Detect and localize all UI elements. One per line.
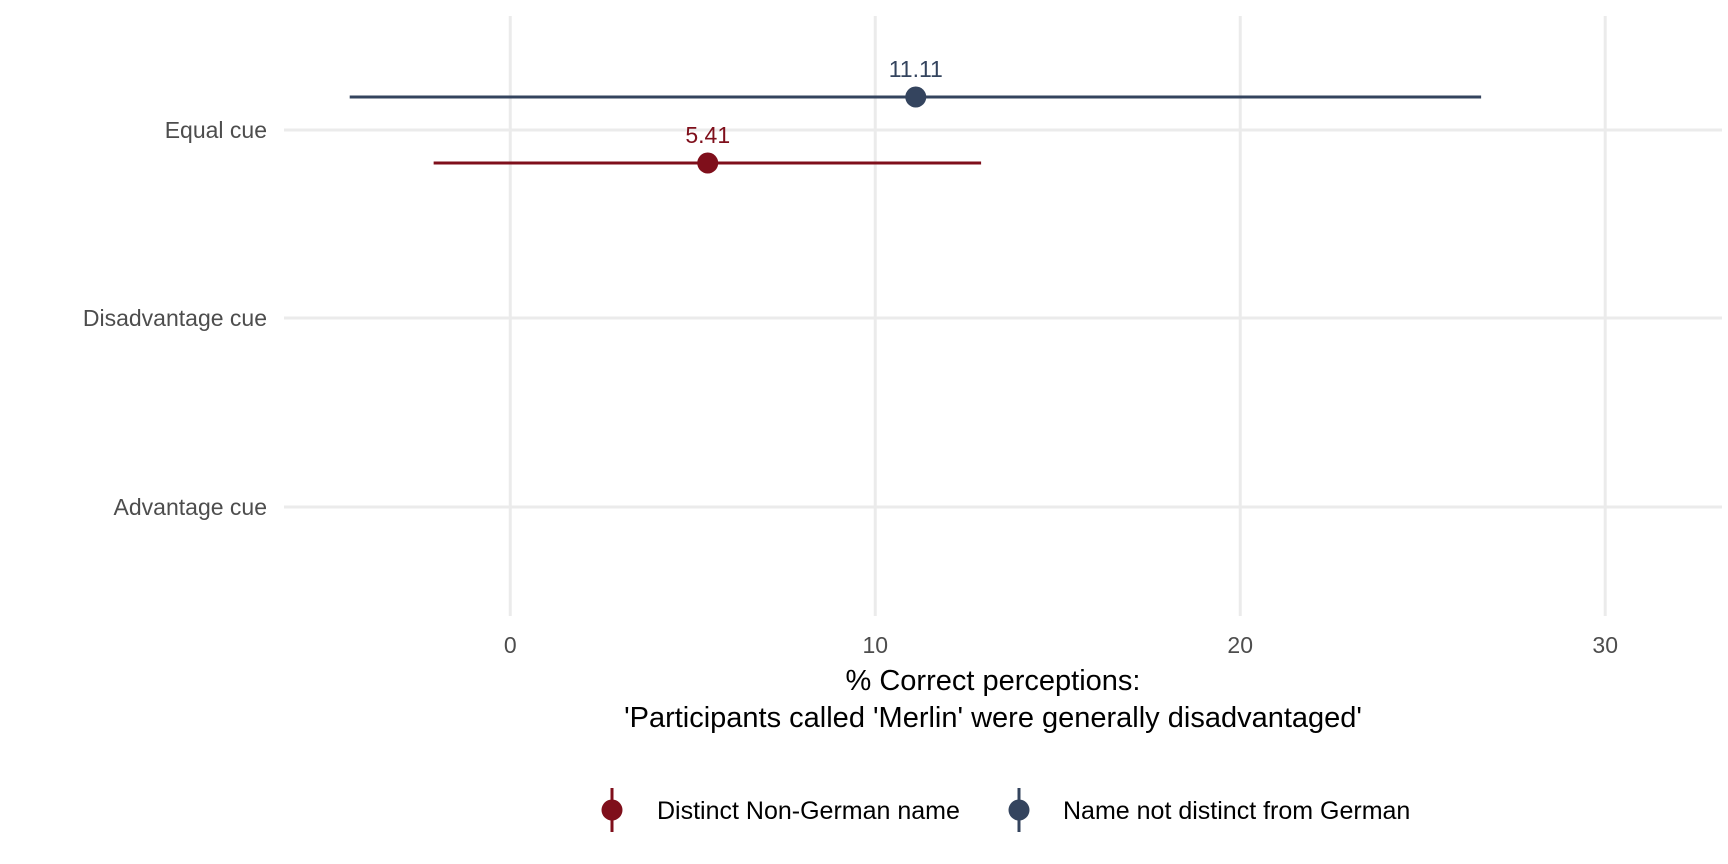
legend-item: Name not distinct from German [1008,788,1410,832]
x-axis-title-line-1: % Correct perceptions: [846,665,1141,697]
y-axis-tick-labels: Equal cue Disadvantage cue Advantage cue [83,117,267,520]
x-tick-label: 0 [504,632,517,658]
legend-key-point [1008,799,1030,821]
y-tick-label: Advantage cue [114,494,267,520]
legend-item: Distinct Non-German name [601,788,960,832]
point [697,152,719,174]
x-tick-label: 10 [862,632,888,658]
x-axis-tick-labels: 0 10 20 30 [504,632,1618,658]
y-tick-label: Disadvantage cue [83,305,267,331]
x-tick-label: 30 [1592,632,1618,658]
legend-label: Distinct Non-German name [657,797,960,825]
y-tick-label: Equal cue [165,117,267,143]
data-marks: 11.11 5.41 [349,56,1482,174]
data-label: 5.41 [685,122,730,148]
x-axis-title-line-2: 'Participants called 'Merlin' were gener… [624,702,1362,734]
legend: Distinct Non-German name Name not distinc… [601,788,1410,832]
point [905,86,927,108]
legend-key-point [601,799,623,821]
x-tick-label: 20 [1227,632,1253,658]
data-label: 11.11 [889,56,943,82]
legend-label: Name not distinct from German [1063,797,1410,825]
gridlines [284,16,1722,616]
